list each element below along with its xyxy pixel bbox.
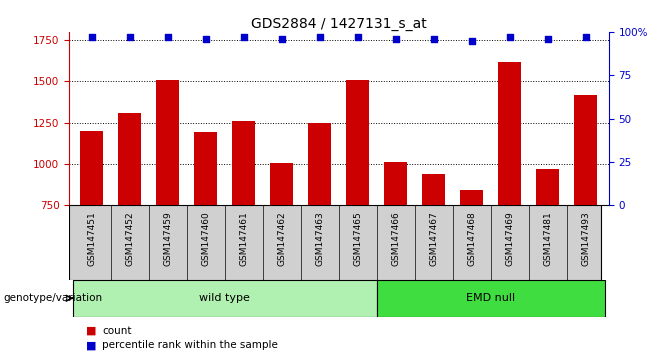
Text: GSM147459: GSM147459 xyxy=(163,211,172,266)
Text: genotype/variation: genotype/variation xyxy=(3,293,103,303)
Point xyxy=(505,34,515,40)
Point xyxy=(391,36,401,42)
Text: GSM147465: GSM147465 xyxy=(353,211,363,266)
FancyBboxPatch shape xyxy=(73,280,377,317)
Text: ■: ■ xyxy=(86,340,96,350)
Point xyxy=(87,34,97,40)
Text: percentile rank within the sample: percentile rank within the sample xyxy=(102,340,278,350)
Point xyxy=(201,36,211,42)
Bar xyxy=(347,80,369,329)
Bar xyxy=(536,169,559,329)
Bar xyxy=(80,131,103,329)
Text: GSM147463: GSM147463 xyxy=(315,211,324,266)
Point xyxy=(580,34,591,40)
Point xyxy=(124,34,135,40)
Text: GSM147452: GSM147452 xyxy=(126,211,134,266)
Text: GSM147467: GSM147467 xyxy=(430,211,438,266)
Title: GDS2884 / 1427131_s_at: GDS2884 / 1427131_s_at xyxy=(251,17,427,31)
Text: GSM147469: GSM147469 xyxy=(505,211,515,266)
Bar xyxy=(270,163,293,329)
Text: wild type: wild type xyxy=(199,293,250,303)
Text: GSM147481: GSM147481 xyxy=(544,211,552,266)
Text: EMD null: EMD null xyxy=(467,293,515,303)
Point xyxy=(276,36,287,42)
Text: GSM147466: GSM147466 xyxy=(392,211,400,266)
Bar xyxy=(157,80,179,329)
FancyBboxPatch shape xyxy=(377,280,605,317)
Text: GSM147468: GSM147468 xyxy=(467,211,476,266)
Bar xyxy=(195,132,217,329)
Bar xyxy=(309,123,331,329)
Bar xyxy=(499,62,521,329)
Bar xyxy=(232,121,255,329)
Text: GSM147451: GSM147451 xyxy=(88,211,96,266)
Point xyxy=(239,34,249,40)
Bar xyxy=(384,162,407,329)
Text: ■: ■ xyxy=(86,326,96,336)
Text: GSM147460: GSM147460 xyxy=(201,211,211,266)
Text: GSM147461: GSM147461 xyxy=(240,211,248,266)
Point xyxy=(163,34,173,40)
Text: count: count xyxy=(102,326,132,336)
Point xyxy=(353,34,363,40)
Point xyxy=(315,34,325,40)
Point xyxy=(543,36,553,42)
Bar xyxy=(118,113,141,329)
Point xyxy=(428,36,439,42)
Point xyxy=(467,38,477,44)
Bar xyxy=(574,96,597,329)
FancyBboxPatch shape xyxy=(69,205,601,280)
Bar xyxy=(461,190,483,329)
Bar xyxy=(422,174,445,329)
Text: GSM147462: GSM147462 xyxy=(278,211,286,266)
Text: GSM147493: GSM147493 xyxy=(582,211,590,266)
